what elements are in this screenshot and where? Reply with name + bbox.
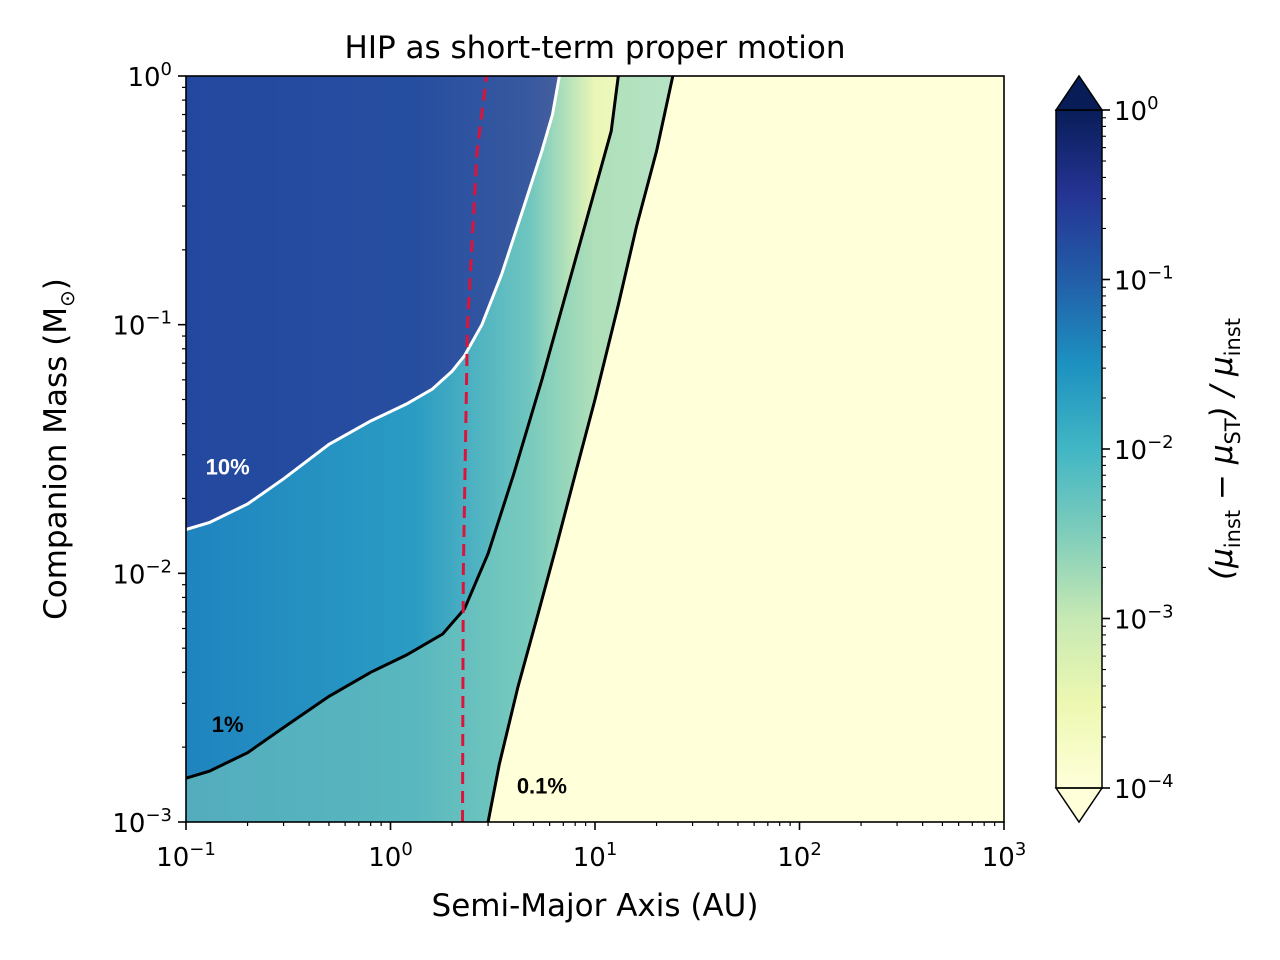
cb-label-part-4: ) / μ — [1204, 356, 1240, 420]
x-tick-label-exp: 0 — [401, 839, 412, 860]
cb-label-part-3: ST — [1221, 418, 1245, 444]
chart-title: HIP as short-term proper motion — [345, 30, 846, 66]
colorbar-tick-label-exp: −3 — [1147, 602, 1174, 623]
y-tick-label: 10−3 — [112, 805, 172, 839]
colorbar-tick-label-base: 10 — [1114, 436, 1147, 466]
colorbar-label: (μinst − μST) / μinst — [1204, 318, 1245, 580]
x-tick-label-exp: −1 — [189, 839, 216, 860]
x-tick-label: 10−1 — [156, 839, 216, 873]
y-tick-label-exp: −3 — [145, 805, 172, 826]
y-axis-label-close: ) — [38, 278, 74, 290]
cb-label-part-0: (μ — [1204, 548, 1240, 580]
cb-label-part-1: inst — [1221, 510, 1245, 548]
y-tick-label-exp: −2 — [145, 556, 172, 577]
y-tick-label: 10−2 — [112, 556, 172, 590]
y-tick-label: 100 — [127, 59, 172, 93]
x-tick-label-base: 10 — [777, 843, 810, 873]
heatmap-region-mid — [186, 76, 673, 822]
colorbar-tick-label-exp: −4 — [1147, 771, 1174, 792]
x-tick-label: 100 — [368, 839, 413, 873]
contour-label-1: 1% — [212, 712, 244, 737]
contour-layer: 10% 1% 0.1% — [186, 76, 675, 822]
contour-line-2 — [486, 76, 675, 822]
colorbar-tick-label: 100 — [1114, 93, 1159, 127]
plot-area: 10% 1% 0.1% — [186, 76, 1004, 822]
contour-line-1 — [186, 76, 620, 780]
y-tick-label-base: 10 — [112, 312, 145, 342]
y-axis-label-main: Companion Mass (M — [38, 307, 74, 620]
x-tick-label-base: 10 — [982, 843, 1015, 873]
contour-label-2: 0.1% — [517, 774, 567, 799]
y-tick-label-exp: 0 — [161, 59, 172, 80]
y-axis-label-sub: ⊙ — [55, 290, 79, 307]
reference-dashed-line — [461, 76, 489, 822]
y-tick-label-base: 10 — [127, 63, 160, 93]
colorbar-tick-label-base: 10 — [1114, 267, 1147, 297]
x-tick-label: 103 — [982, 839, 1027, 873]
colorbar-body — [1056, 110, 1102, 788]
colorbar-tick-label-exp: 0 — [1147, 93, 1158, 114]
colorbar-tick-label-base: 10 — [1114, 606, 1147, 636]
contour-label-0: 10% — [206, 454, 250, 479]
x-tick-label-exp: 2 — [810, 839, 821, 860]
colorbar-tick-label: 10−1 — [1114, 263, 1174, 297]
x-axis-label: Semi-Major Axis (AU) — [432, 888, 759, 924]
x-axis-ticks: 10−1 100 101 102 103 — [156, 822, 1026, 873]
y-tick-label-exp: −1 — [145, 308, 172, 329]
cb-label-part-5: inst — [1221, 318, 1245, 356]
heatmap-region-high — [186, 76, 560, 530]
x-tick-label-exp: 1 — [606, 839, 617, 860]
x-tick-label-base: 10 — [573, 843, 606, 873]
colorbar-tick-label: 10−2 — [1114, 432, 1174, 466]
y-tick-label-base: 10 — [112, 809, 145, 839]
x-tick-label-base: 10 — [368, 843, 401, 873]
x-tick-label: 102 — [777, 839, 822, 873]
heatmap-region-low — [488, 76, 1004, 822]
y-tick-label: 10−1 — [112, 308, 172, 342]
x-tick-label: 101 — [573, 839, 618, 873]
y-axis-label: Companion Mass (M⊙) — [38, 278, 79, 620]
colorbar-tick-label: 10−4 — [1114, 771, 1174, 805]
x-tick-label-base: 10 — [156, 843, 189, 873]
cb-label-part-2: − μ — [1204, 444, 1240, 509]
colorbar-tick-label-exp: −1 — [1147, 263, 1174, 284]
colorbar-tick-label: 10−3 — [1114, 602, 1174, 636]
y-tick-label-base: 10 — [112, 560, 145, 590]
contour-line-0 — [186, 76, 561, 531]
colorbar-tick-label-base: 10 — [1114, 775, 1147, 805]
colorbar-tick-label-exp: −2 — [1147, 432, 1174, 453]
x-tick-label-exp: 3 — [1015, 839, 1026, 860]
colorbar-bottom-extension — [1054, 787, 1104, 824]
colorbar-tick-label-base: 10 — [1114, 97, 1147, 127]
colorbar-top-extension — [1054, 74, 1104, 111]
